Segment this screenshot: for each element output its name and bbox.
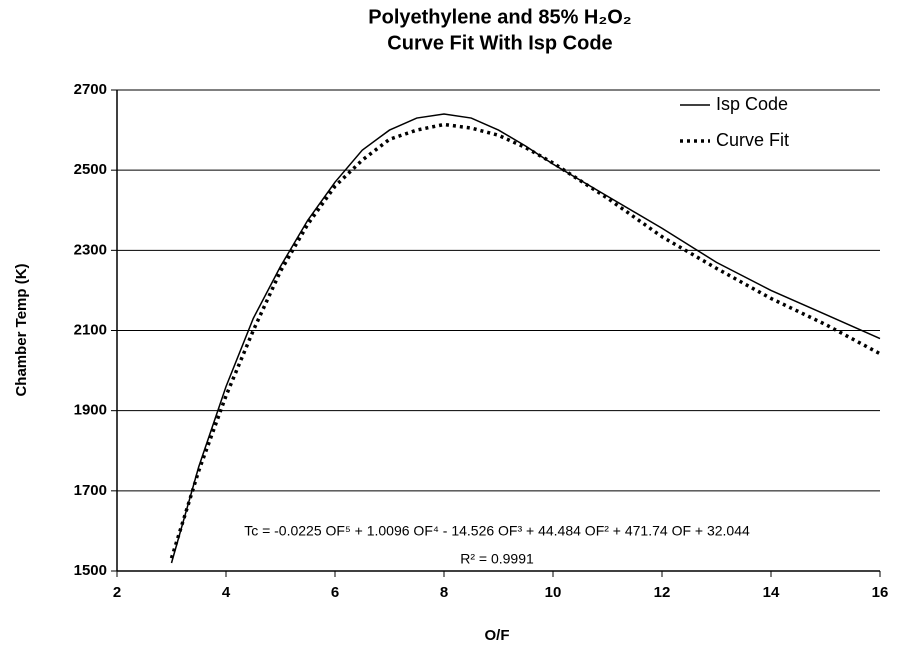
y-tick-label: 1700 — [74, 482, 107, 499]
legend-label: Isp Code — [716, 94, 788, 114]
y-tick-label: 1900 — [74, 402, 107, 419]
legend-label: Curve Fit — [716, 130, 789, 150]
x-tick-label: 4 — [222, 584, 231, 601]
y-tick-label: 1500 — [74, 562, 107, 579]
x-tick-label: 2 — [113, 584, 121, 601]
equation: Tc = -0.0225 OF⁵ + 1.0096 OF⁴ - 14.526 O… — [244, 523, 750, 539]
y-tick-label: 2700 — [74, 81, 107, 98]
series-line — [169, 122, 881, 559]
x-tick-label: 14 — [763, 584, 780, 601]
x-tick-label: 6 — [331, 584, 339, 601]
x-tick-label: 12 — [654, 584, 671, 601]
chart-subtitle: Curve Fit With Isp Code — [387, 32, 612, 54]
x-axis-label: O/F — [485, 627, 510, 644]
y-tick-label: 2300 — [74, 241, 107, 258]
x-tick-label: 10 — [545, 584, 562, 601]
r-squared: R² = 0.9991 — [460, 551, 534, 567]
series-line — [170, 113, 881, 564]
x-tick-label: 8 — [440, 584, 448, 601]
chart-title: Polyethylene and 85% H₂O₂ — [368, 6, 631, 28]
y-tick-label: 2100 — [74, 321, 107, 338]
y-axis-label: Chamber Temp (K) — [13, 263, 30, 396]
y-tick-label: 2500 — [74, 161, 107, 178]
x-tick-label: 16 — [872, 584, 889, 601]
